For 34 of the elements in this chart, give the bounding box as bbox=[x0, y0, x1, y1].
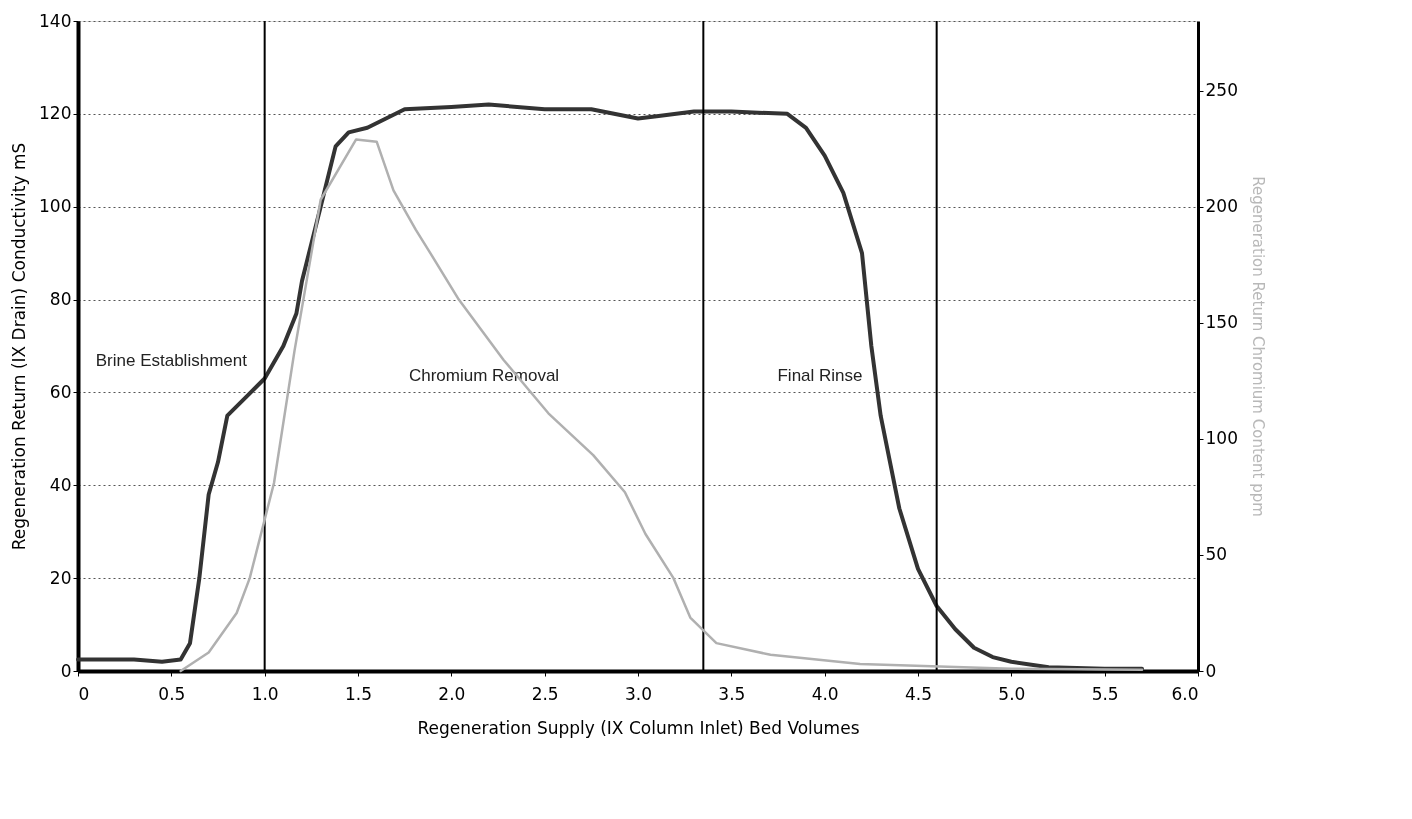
x-tick-label: 5.5 bbox=[1091, 683, 1119, 704]
y2-tick-label: 200 bbox=[1205, 196, 1238, 217]
x-tick-label: 5.0 bbox=[998, 683, 1026, 704]
annotation: Brine Establishment bbox=[95, 351, 248, 370]
y-tick-label: 80 bbox=[49, 289, 72, 310]
y2-axis-title: Regeneration Return Chromium Content ppm bbox=[1248, 176, 1267, 517]
y2-tick-label: 150 bbox=[1205, 312, 1238, 333]
x-tick-label: 2.5 bbox=[531, 683, 559, 704]
line-series bbox=[76, 102, 1144, 671]
x-tick-label: 3.5 bbox=[718, 683, 746, 704]
x-tick-label: 0.5 bbox=[158, 683, 186, 704]
y-tick-label: 40 bbox=[49, 474, 72, 495]
x-tick-label: 0 bbox=[78, 683, 90, 704]
x-tick-label: 4.5 bbox=[904, 683, 933, 704]
x-axis-title: Regeneration Supply (IX Column Inlet) Bed Volumes bbox=[417, 717, 860, 738]
y-tick-label: 20 bbox=[49, 567, 72, 588]
x-tick-label: 2.0 bbox=[438, 683, 466, 704]
annotation: Final Rinse bbox=[777, 366, 863, 385]
y-axis-title: Regeneration Return (IX Drain) Conductivity mS bbox=[9, 142, 30, 551]
y-tick-label: 140 bbox=[39, 10, 72, 31]
x-tick-label: 1.0 bbox=[251, 683, 279, 704]
x-tick-label: 4.0 bbox=[811, 683, 839, 704]
x-tick-label: 3.0 bbox=[624, 683, 653, 704]
y-tick-label: 0 bbox=[60, 660, 72, 681]
y-tick-label: 120 bbox=[39, 103, 72, 124]
x-tick-label: 1.5 bbox=[344, 683, 373, 704]
annotation: Chromium Removal bbox=[408, 366, 560, 385]
y2-tick-label: 100 bbox=[1205, 428, 1238, 449]
y2-tick-label: 50 bbox=[1205, 544, 1228, 565]
y2-tick-label: 0 bbox=[1205, 660, 1217, 681]
y2-tick-label: 250 bbox=[1205, 80, 1238, 101]
y-tick-label: 100 bbox=[39, 196, 72, 217]
x-tick-label: 6.0 bbox=[1171, 683, 1199, 704]
y-tick-label: 60 bbox=[49, 381, 72, 402]
